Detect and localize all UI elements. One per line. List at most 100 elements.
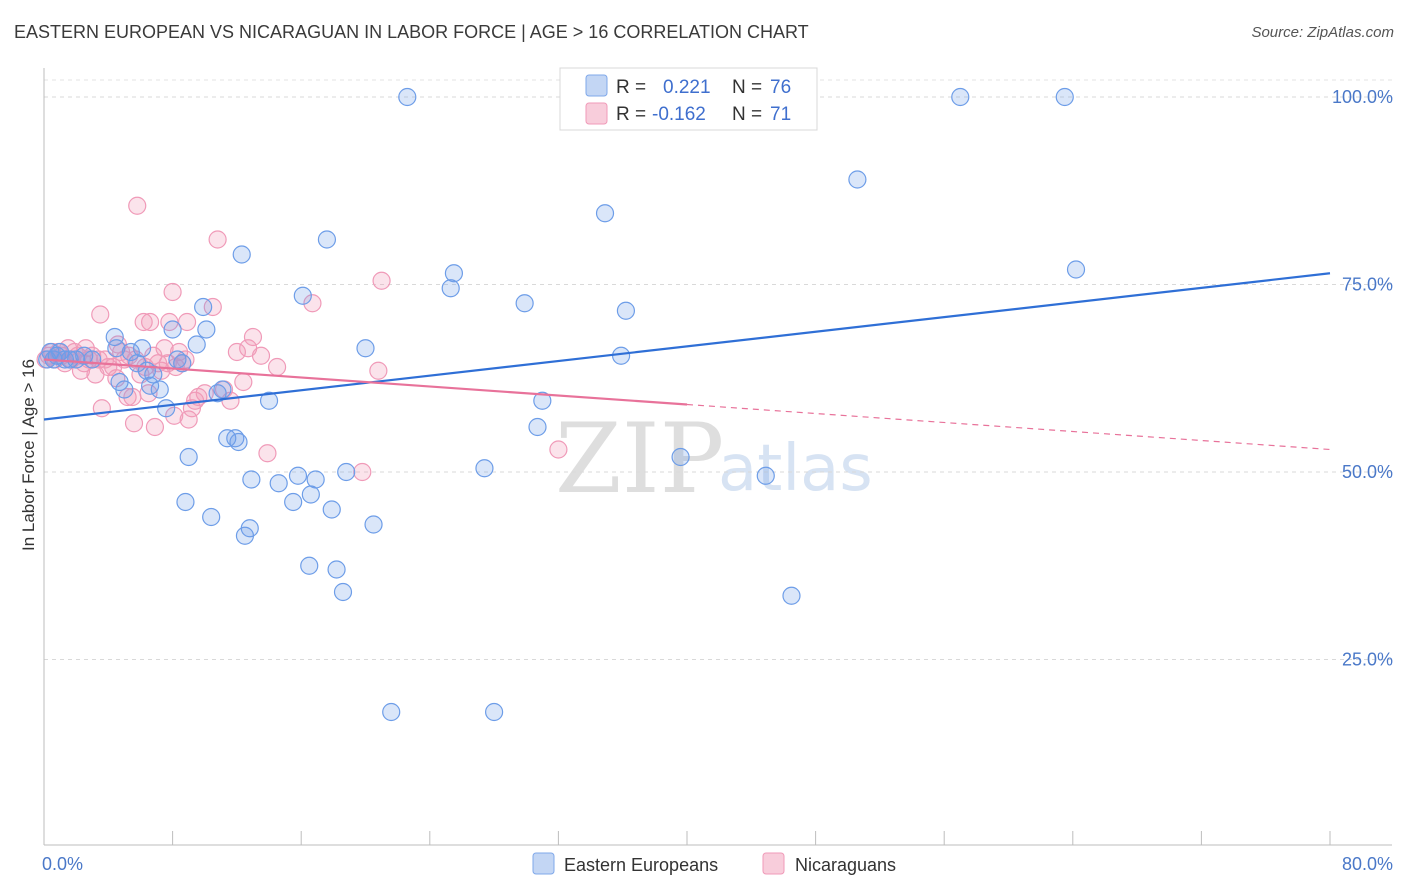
nicaraguans-point-65 — [251, 346, 271, 365]
legend-swatch-nicaraguans — [762, 852, 785, 875]
legend-label-eastern-europeans: Eastern Europeans — [564, 855, 718, 875]
stats-n-label-1: N = — [732, 77, 762, 98]
nicaraguans-point-72 — [549, 440, 568, 459]
eastern-europeans-point-24 — [173, 354, 192, 373]
stats-r-label-1: R = — [616, 77, 646, 98]
eastern-europeans-point-55 — [382, 702, 401, 722]
nicaraguans-point-32 — [128, 196, 147, 215]
stats-r-value-2: -0.162 — [652, 104, 706, 125]
stats-r-value-1: 0.221 — [663, 77, 711, 98]
trend-line-eastern-europeans — [43, 272, 1331, 421]
nicaraguans-point-36 — [139, 384, 158, 403]
nicaraguans-point-67 — [267, 357, 287, 377]
gridlines — [44, 79, 1392, 660]
source-credit: Source: ZipAtlas.com — [1251, 24, 1394, 41]
eastern-europeans-point-35 — [229, 432, 248, 452]
eastern-europeans-point-14 — [121, 342, 140, 362]
eastern-europeans-point-38 — [240, 519, 259, 538]
nicaraguans-point-34 — [134, 312, 153, 332]
nicaraguans-point-48 — [169, 342, 189, 362]
eastern-europeans-point-21 — [157, 399, 176, 418]
eastern-europeans-point-70 — [848, 170, 867, 189]
eastern-europeans-point-59 — [475, 459, 494, 478]
stats-legend: R = 0.221 N = 76 R = -0.162 N = 71 — [559, 67, 818, 131]
eastern-europeans-point-39 — [242, 470, 261, 489]
eastern-europeans-point-25 — [176, 492, 195, 512]
eastern-europeans-point-68 — [756, 466, 775, 485]
stats-n-value-2: 71 — [770, 104, 791, 125]
x-tick-label-min: 0.0% — [42, 854, 83, 874]
legend-swatch-eastern-europeans — [532, 852, 555, 875]
nicaraguans-point-42 — [155, 339, 174, 358]
nicaraguans-point-39 — [145, 417, 165, 437]
eastern-europeans-point-60 — [485, 702, 504, 722]
nicaraguans-point-18 — [91, 305, 110, 324]
nicaraguans-point-52 — [179, 410, 198, 429]
eastern-europeans-point-43 — [288, 466, 308, 485]
nicaraguans-point-61 — [227, 342, 246, 362]
series-legend: Eastern Europeans Nicaraguans — [532, 852, 896, 875]
x-tick-label-max: 80.0% — [1342, 854, 1393, 874]
eastern-europeans-point-46 — [301, 485, 320, 504]
eastern-europeans-point-22 — [163, 320, 182, 339]
eastern-europeans-point-42 — [284, 492, 303, 512]
eastern-europeans-point-69 — [782, 586, 801, 605]
nicaraguans-point-45 — [163, 282, 182, 302]
eastern-europeans-point-44 — [293, 286, 312, 305]
trend-lines — [43, 272, 1331, 451]
eastern-europeans-point-11 — [107, 339, 126, 358]
nicaraguans-point-58 — [208, 230, 227, 249]
nicaraguans-point-71 — [372, 271, 391, 290]
stats-r-label-2: R = — [616, 104, 646, 125]
nicaraguans-point-68 — [303, 294, 322, 313]
eastern-europeans-point-54 — [364, 515, 383, 534]
eastern-europeans-point-47 — [306, 470, 325, 489]
eastern-europeans-point-16 — [132, 339, 152, 358]
eastern-europeans-point-28 — [194, 297, 213, 317]
eastern-europeans-point-27 — [187, 335, 206, 354]
eastern-europeans-point-56 — [398, 87, 417, 107]
trend-line-nicaraguans-extension — [686, 403, 1331, 451]
eastern-europeans-point-65 — [611, 346, 631, 365]
watermark-atlas: atlas — [718, 432, 873, 506]
y-tick-label-100: 100.0% — [1332, 87, 1393, 107]
y-tick-label-50: 50.0% — [1342, 462, 1393, 482]
axes: 25.0% 50.0% 75.0% 100.0% 0.0% 80.0% — [42, 68, 1393, 874]
y-axis-label: In Labor Force | Age > 16 — [19, 359, 38, 551]
y-tick-label-75: 75.0% — [1342, 275, 1393, 295]
stats-swatch-nicaraguans — [585, 102, 608, 125]
eastern-europeans-point-67 — [671, 447, 690, 467]
nicaraguans-point-37 — [140, 312, 160, 332]
eastern-europeans-point-57 — [441, 279, 460, 298]
eastern-europeans-point-13 — [115, 380, 134, 399]
eastern-europeans-point-61 — [515, 294, 534, 313]
nicaraguans-point-66 — [258, 444, 277, 463]
eastern-europeans-point-62 — [528, 417, 547, 437]
eastern-europeans-point-29 — [197, 320, 216, 339]
eastern-europeans-point-10 — [105, 327, 124, 347]
y-tick-label-25: 25.0% — [1342, 650, 1393, 670]
nicaraguans-point-30 — [124, 414, 144, 433]
nicaraguans-point-51 — [177, 312, 197, 332]
stats-swatch-eastern-europeans — [585, 74, 608, 97]
eastern-europeans-point-40 — [259, 391, 279, 410]
eastern-europeans-point-41 — [269, 474, 288, 493]
eastern-europeans-point-58 — [444, 264, 464, 283]
eastern-europeans-point-32 — [213, 380, 232, 399]
watermark: ZIP atlas — [555, 403, 873, 515]
nicaraguans-point-64 — [243, 327, 263, 347]
stats-n-value-1: 76 — [770, 77, 791, 98]
eastern-europeans-point-49 — [322, 500, 341, 519]
nicaraguans-point-70 — [369, 361, 388, 380]
eastern-europeans-point-63 — [533, 391, 552, 410]
watermark-zip: ZIP — [555, 403, 724, 515]
eastern-europeans-point-20 — [150, 380, 169, 399]
eastern-europeans-point-53 — [356, 339, 375, 358]
eastern-europeans-point-36 — [232, 245, 251, 264]
nicaraguans-point-57 — [203, 297, 222, 317]
eastern-europeans-point-19 — [144, 365, 163, 384]
nicaraguans-point-69 — [353, 462, 372, 482]
eastern-europeans-point-30 — [202, 507, 221, 527]
nicaraguans-point-62 — [234, 372, 253, 392]
